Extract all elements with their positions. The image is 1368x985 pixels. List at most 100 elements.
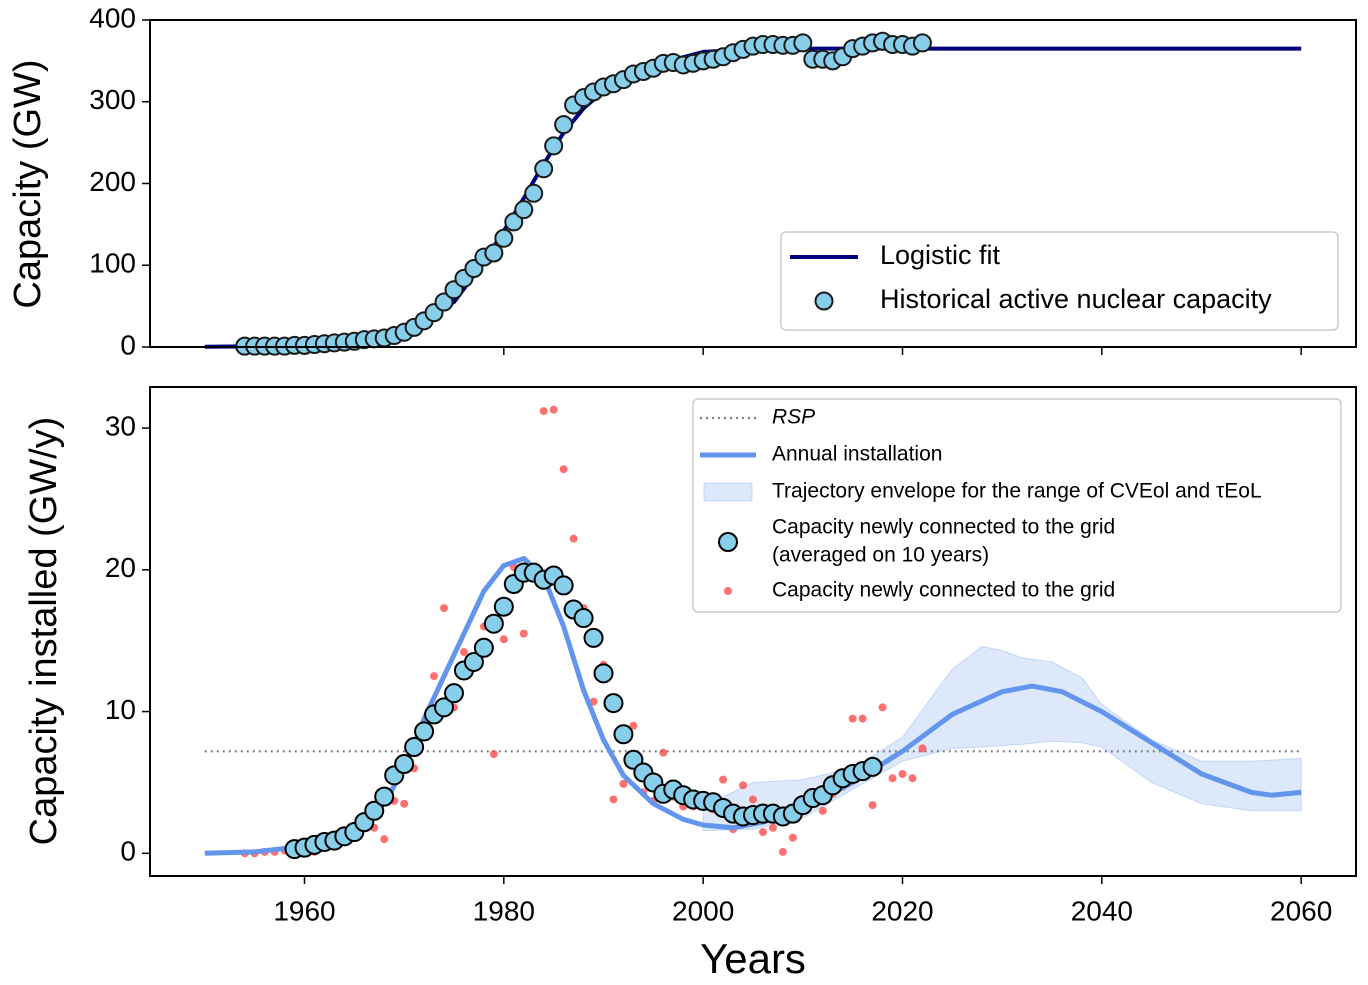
y-tick-label: 300 [89,84,136,115]
marker [768,823,777,832]
x-tick-label: 2060 [1270,895,1332,926]
marker [858,714,867,723]
x-tick-label: 1960 [273,895,335,926]
marker [888,774,897,783]
legend-label: Logistic fit [880,240,1001,270]
marker [593,663,614,684]
legend-swatch [718,532,738,552]
legend-label: Historical active nuclear capacity [880,284,1272,314]
marker [443,683,464,704]
marker [499,635,508,644]
marker [400,799,409,808]
marker [539,407,548,416]
marker [549,405,558,414]
marker [484,243,504,263]
marker [493,596,514,617]
marker [629,721,638,730]
marker [374,786,395,807]
marker [534,159,554,179]
y-axis-label: Capacity (GW) [7,59,49,308]
x-tick-label: 2020 [871,895,933,926]
legend-label: Annual installation [772,443,942,466]
axes-frame [149,19,1357,348]
plot-area: 0 100 200 300 400 [89,2,1357,360]
axes-frame [149,386,1357,877]
x-tick-label: 2040 [1071,895,1133,926]
legend-label: Capacity newly connected to the grid [772,516,1115,539]
marker [573,608,594,629]
marker [463,651,484,672]
legend-label: (averaged on 10 years) [772,544,989,567]
legend-swatch [724,587,732,595]
marker [489,750,498,759]
marker [912,33,932,53]
marker [603,693,624,714]
marker [524,183,544,203]
marker [659,748,668,757]
marker [613,724,634,745]
marker [758,828,767,837]
marker [434,292,454,312]
y-axis-label: Capacity installed (GW/y) [23,417,65,846]
marker [898,769,907,778]
marker [918,744,927,753]
marker [554,115,574,135]
marker [394,754,415,775]
y-tick-label: 0 [120,836,136,867]
marker [364,800,385,821]
marker [739,781,748,790]
marker [559,465,568,474]
legend-swatch [814,291,834,311]
marker [583,627,604,648]
marker [569,534,578,543]
marker [519,629,528,638]
marker [380,835,389,844]
marker [749,795,757,804]
legend-label: Capacity newly connected to the grid [772,579,1115,602]
marker [430,672,439,681]
marker [483,613,504,634]
marker [818,806,827,815]
y-tick-label: 20 [105,552,136,583]
marker [878,703,887,712]
marker [504,212,524,232]
marker [553,575,574,596]
legend: RSP Annual installation Trajectory envelop… [692,398,1342,613]
plot-area: 0 10 20 30 1960 1980 2000 2020 2040 2060 [105,386,1357,926]
y-tick-label: 200 [89,166,136,197]
legend-box [692,398,1342,613]
marker [868,801,877,810]
marker [440,604,449,613]
y-tick-label: 400 [89,2,136,33]
y-tick-label: 0 [120,329,136,360]
marker [609,795,618,804]
legend: Logistic fit Historical active nuclear ca… [780,231,1339,331]
x-tick-label: 2000 [672,895,734,926]
x-axis-label: Years [700,935,806,982]
envelope [702,645,1302,832]
marker [473,637,494,658]
legend-label: Trajectory envelope for the range of CVE… [772,480,1262,503]
marker [848,714,857,723]
y-tick-label: 10 [105,694,136,725]
marker [414,721,435,742]
marker [494,228,514,248]
marker [719,775,728,784]
marker [788,833,797,842]
marker [908,774,917,783]
marker [459,648,468,657]
marker [404,737,425,758]
y-tick-label: 100 [89,248,136,279]
marker [434,697,455,718]
x-tick-label: 1980 [473,895,535,926]
legend-label: RSP [772,406,815,429]
marker [793,33,813,53]
marker [619,779,628,788]
marker [778,847,787,856]
legend-box [780,231,1339,331]
marker [514,200,534,220]
legend-swatch [703,482,753,502]
marker [862,756,883,777]
marker [544,136,564,156]
